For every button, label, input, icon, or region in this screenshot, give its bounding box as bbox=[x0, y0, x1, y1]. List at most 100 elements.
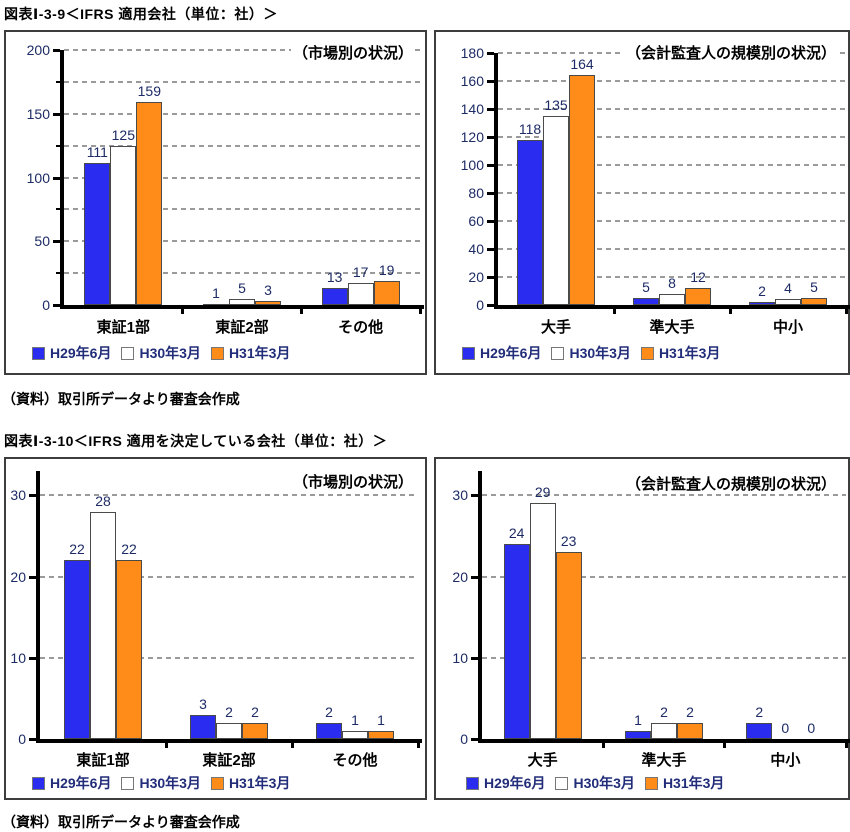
legend-swatch bbox=[210, 776, 224, 790]
bar-value-label: 4 bbox=[784, 280, 792, 297]
chart-title: （市場別の状況） bbox=[290, 42, 415, 63]
legend-label: H29年6月 bbox=[50, 345, 112, 361]
legend-item: H29年6月 bbox=[466, 773, 545, 793]
bar-value-label: 1 bbox=[377, 711, 385, 728]
x-axis-tick bbox=[418, 309, 422, 314]
bar bbox=[775, 299, 801, 305]
y-axis-label: 100 bbox=[26, 169, 50, 186]
plot-area: 22 28 22 東証1部 3 2 2 東証2部 2 1 1 その他 0 10 20 30 bbox=[6, 459, 425, 798]
gridline bbox=[40, 656, 418, 659]
bar-value-label: 3 bbox=[199, 695, 207, 712]
gridline bbox=[498, 220, 846, 222]
bar bbox=[90, 511, 116, 739]
legend-swatch bbox=[462, 346, 475, 360]
gridline bbox=[64, 208, 420, 211]
x-axis-tick bbox=[299, 309, 303, 314]
y-axis-tick bbox=[53, 176, 60, 180]
x-axis-tick bbox=[164, 743, 168, 748]
y-axis-tick bbox=[29, 494, 36, 498]
x-axis-tick bbox=[844, 309, 848, 314]
y-axis-tick bbox=[29, 575, 36, 579]
gridline bbox=[64, 144, 420, 147]
figure-2-panels: 22 28 22 東証1部 3 2 2 東証2部 2 1 1 その他 0 10 20 30 （市場別の状況） … bbox=[0, 457, 850, 800]
y-axis-tick bbox=[53, 112, 60, 116]
y-axis bbox=[60, 50, 64, 309]
y-axis-label: 80 bbox=[468, 185, 484, 201]
gridline bbox=[498, 276, 846, 278]
gridline bbox=[64, 112, 420, 115]
y-axis-minor-tick bbox=[56, 272, 60, 275]
y-axis-tick bbox=[487, 164, 494, 167]
gridline bbox=[64, 240, 420, 243]
figure-1-panels: 111 125 159 東証1部 1 5 3 東証2部 13 17 19 その他 0 50 100 150 20… bbox=[0, 30, 850, 375]
gridline bbox=[64, 176, 420, 179]
bar-value-label: 29 bbox=[534, 484, 551, 501]
bar bbox=[373, 280, 400, 305]
gridline bbox=[498, 164, 846, 166]
bar bbox=[685, 288, 711, 305]
legend-item: H31年3月 bbox=[210, 343, 291, 363]
legend-swatch bbox=[551, 346, 565, 360]
bar-value-label: 3 bbox=[264, 282, 272, 299]
y-axis-label: 180 bbox=[460, 45, 484, 61]
x-axis bbox=[478, 739, 850, 743]
bar-value-label: 12 bbox=[690, 269, 706, 286]
bar-value-label: 135 bbox=[544, 97, 568, 113]
bar-value-label: 5 bbox=[642, 279, 650, 295]
gridline bbox=[498, 248, 846, 250]
bar-value-label: 24 bbox=[508, 525, 525, 542]
legend-swatch bbox=[210, 346, 224, 360]
bar bbox=[569, 75, 595, 305]
y-axis bbox=[36, 471, 40, 743]
gridline bbox=[498, 136, 846, 138]
chart-panel-decided-market: 22 28 22 東証1部 3 2 2 東証2部 2 1 1 その他 0 10 20 30 （市場別の状況） … bbox=[4, 457, 427, 800]
legend-item: H30年3月 bbox=[551, 343, 631, 363]
y-axis-tick bbox=[471, 494, 478, 498]
figure-2-title: 図表Ⅰ-3-10＜IFRS 適用を決定している会社（単位：社）＞ bbox=[4, 433, 388, 449]
bar bbox=[84, 163, 111, 305]
gridline bbox=[498, 108, 846, 110]
bar bbox=[503, 544, 530, 739]
y-axis-label: 120 bbox=[460, 129, 484, 145]
chart-title: （会計監査人の規模別の状況） bbox=[623, 473, 838, 494]
plot-area: 111 125 159 東証1部 1 5 3 東証2部 13 17 19 その他 0 50 100 150 20… bbox=[6, 32, 425, 373]
legend-swatch bbox=[644, 776, 658, 790]
bar bbox=[543, 116, 569, 305]
x-axis-tick bbox=[723, 743, 727, 748]
bar bbox=[255, 301, 281, 305]
y-axis-tick bbox=[487, 276, 494, 279]
category-label: 大手 bbox=[527, 752, 558, 769]
y-axis-tick bbox=[487, 248, 494, 251]
bar-value-label: 2 bbox=[660, 703, 668, 720]
y-axis-label: 200 bbox=[26, 42, 50, 58]
legend-label: H30年3月 bbox=[569, 345, 631, 361]
bar bbox=[749, 302, 775, 305]
y-axis bbox=[494, 53, 498, 309]
bar-value-label: 5 bbox=[238, 279, 246, 296]
y-axis-tick bbox=[487, 136, 494, 139]
y-axis-minor-tick bbox=[56, 144, 60, 147]
x-axis-tick bbox=[290, 743, 294, 748]
bar-value-label: 28 bbox=[95, 492, 111, 509]
legend-label: H31年3月 bbox=[228, 345, 291, 361]
chart-title: （市場別の状況） bbox=[290, 471, 415, 492]
x-axis bbox=[36, 739, 422, 743]
gridline bbox=[482, 494, 846, 497]
legend-item: H30年3月 bbox=[555, 773, 635, 793]
legend: H29年6月 H30年3月 H31年3月 bbox=[462, 343, 730, 363]
bar bbox=[110, 145, 137, 305]
bar-value-label: 2 bbox=[251, 703, 259, 720]
category-label: 東証1部 bbox=[96, 319, 150, 336]
category-label: その他 bbox=[338, 319, 384, 336]
legend-swatch bbox=[466, 776, 479, 790]
category-label: その他 bbox=[332, 752, 378, 769]
gridline bbox=[40, 575, 418, 578]
bar-value-label: 2 bbox=[225, 703, 233, 720]
y-axis-label: 0 bbox=[476, 297, 484, 313]
bar bbox=[342, 730, 368, 739]
y-axis-label: 10 bbox=[10, 649, 26, 666]
figure-1-title: 図表Ⅰ-3-9＜IFRS 適用会社（単位：社）＞ bbox=[4, 6, 278, 22]
y-axis-label: 20 bbox=[10, 568, 26, 585]
bar bbox=[625, 730, 651, 739]
bar-value-label: 164 bbox=[570, 56, 594, 73]
